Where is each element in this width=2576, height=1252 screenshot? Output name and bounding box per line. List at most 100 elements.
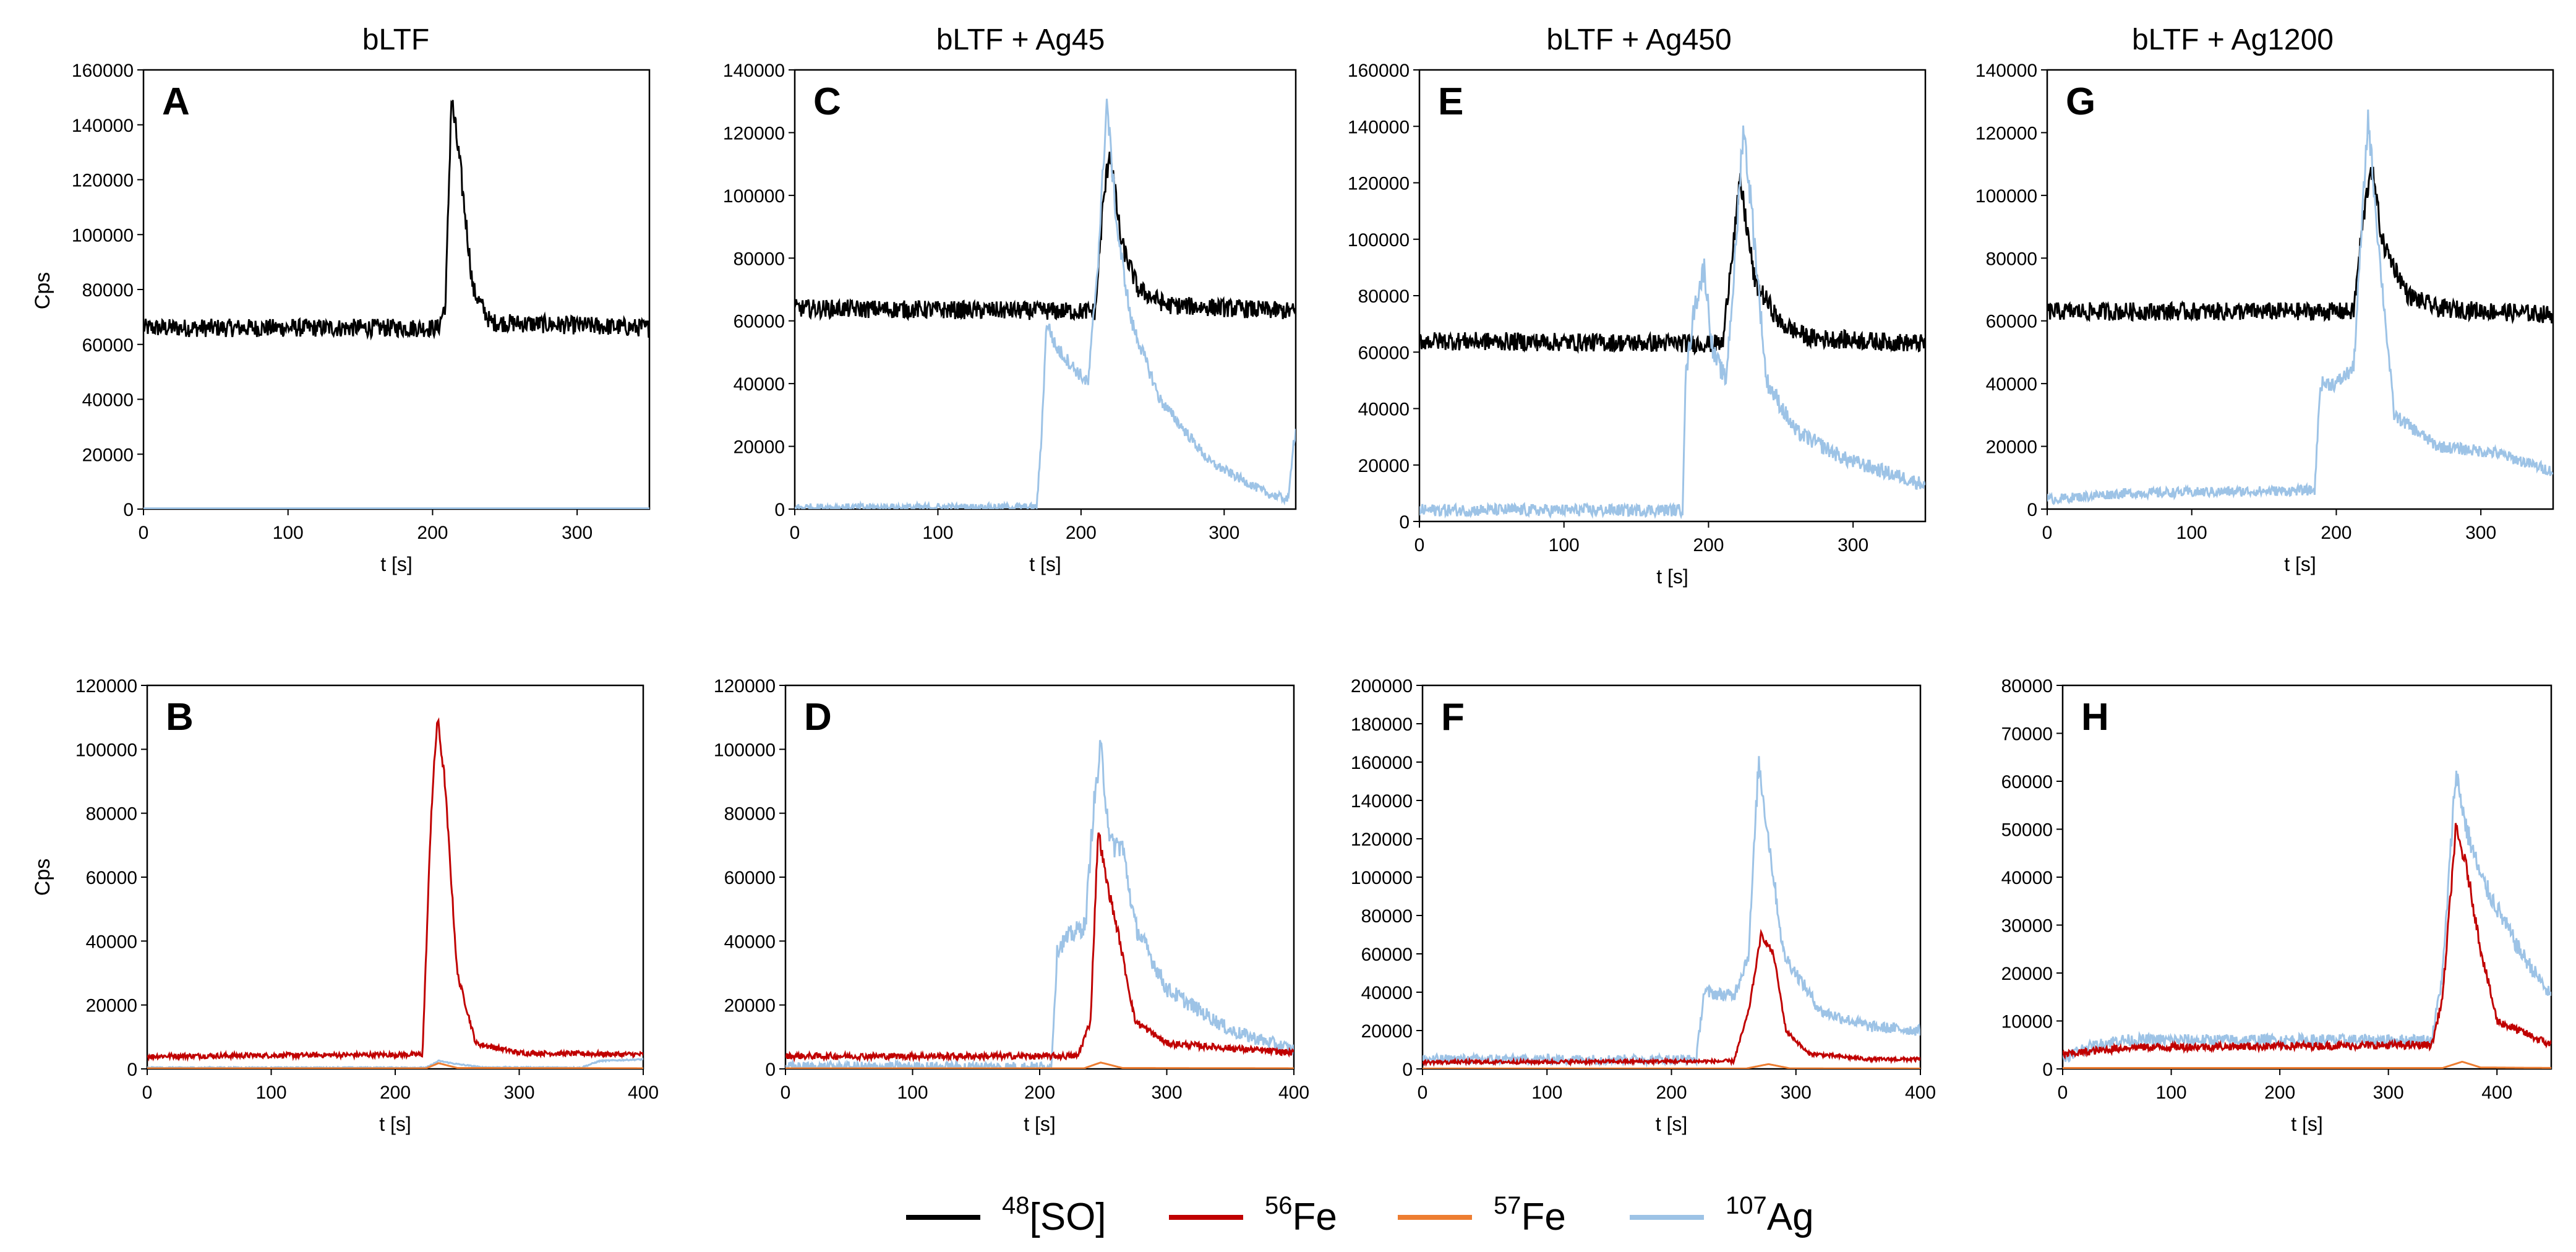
panel-f: 0 20000 40000 60000 80000 100000 120000 140000 1…	[1351, 676, 1936, 1135]
panel-h-ytick-label: 80000	[2001, 676, 2053, 697]
panel-g-xtick-label: 200	[2321, 523, 2351, 543]
panel-b-ytick-label: 40000	[86, 932, 137, 952]
panel-c-frame	[794, 69, 1297, 510]
panel-g-xtick-label: 100	[2176, 523, 2207, 543]
panel-b-letter: B	[166, 696, 194, 739]
panel-b-ytick-label: 20000	[86, 996, 137, 1016]
legend-label-fe57: 57Fe	[1494, 1192, 1566, 1238]
panel-a-ytick-label: 60000	[82, 335, 134, 356]
legend-text-ag107: Ag	[1767, 1196, 1814, 1238]
panel-c-ytick-label: 60000	[734, 312, 785, 332]
panel-h-series-56fe	[2063, 823, 2551, 1060]
panel-a-ytick-label: 100000	[72, 225, 134, 246]
panel-a-ytick-label: 160000	[72, 61, 134, 81]
panel-h-xtick-label: 0	[2058, 1083, 2068, 1103]
panel-c: 0 20000 40000 60000 80000 100000 120000 140000 0…	[723, 61, 1297, 575]
panel-e-series-107ag	[1419, 125, 1925, 520]
panel-c-xtick-label: 100	[922, 523, 953, 543]
panel-e-xtick-label: 100	[1549, 535, 1580, 555]
panel-b: 0 20000 40000 60000 80000 100000 120000 0 100 200…	[75, 676, 659, 1135]
panel-f-ytick-label: 0	[1402, 1060, 1413, 1080]
panel-g-ytick-label: 100000	[1975, 186, 2037, 207]
panel-b-series-57fe	[147, 1062, 643, 1069]
panel-e-frame	[1418, 69, 1927, 523]
panel-b-xtick-label: 300	[503, 1083, 534, 1103]
panel-h-frame	[2061, 684, 2552, 1070]
legend-label-ag107: 107Ag	[1726, 1192, 1814, 1238]
panel-e-ytick-label: 100000	[1348, 230, 1410, 251]
panel-f-xtick-label: 300	[1781, 1083, 1812, 1103]
panel-f-ytick-label: 100000	[1351, 868, 1413, 888]
panel-h: 0 10000 20000 30000 40000 50000 60000 70000 8000…	[2001, 676, 2552, 1135]
panel-c-ytick-label: 80000	[734, 249, 785, 269]
panel-e-xtick-label: 200	[1693, 535, 1724, 555]
legend-sup-so: 48	[1002, 1192, 1030, 1219]
panel-f-xtick-label: 100	[1531, 1083, 1562, 1103]
panel-c-ytick-label: 20000	[734, 437, 785, 458]
panel-h-xlabel: t [s]	[2291, 1113, 2323, 1135]
panel-d-series-56fe	[785, 832, 1294, 1063]
panel-a-ytick-label: 80000	[82, 280, 134, 301]
panel-e-ytick-label: 140000	[1348, 117, 1410, 137]
panel-e-xlabel: t [s]	[1656, 565, 1688, 588]
panel-g-letter: G	[2066, 80, 2095, 123]
panel-c-series-107ag	[795, 98, 1296, 509]
panel-d-ytick-label: 120000	[714, 676, 776, 697]
panel-b-frame	[146, 684, 644, 1070]
panel-f-ytick-label: 160000	[1351, 753, 1413, 773]
panel-b-ytick-label: 0	[127, 1060, 137, 1080]
panel-h-ytick-label: 40000	[2001, 868, 2053, 888]
panel-d-xtick-label: 400	[1278, 1083, 1309, 1103]
panel-a-frame	[142, 69, 651, 510]
legend: 48[SO] 56Fe 57Fe 107Ag	[906, 1192, 1814, 1238]
panel-f-ytick-label: 180000	[1351, 714, 1413, 735]
panel-b-series-56fe	[147, 717, 643, 1062]
legend-text-fe56: Fe	[1293, 1196, 1337, 1238]
panel-e-ytick-label: 40000	[1358, 400, 1410, 420]
panel-a-xtick-label: 0	[139, 523, 149, 543]
panel-d: 0 20000 40000 60000 80000 100000 120000 0 100 200…	[714, 676, 1309, 1135]
panel-a-xtick-label: 300	[562, 523, 593, 543]
panel-g-ytick-label: 140000	[1975, 61, 2037, 81]
panel-c-xtick-label: 200	[1066, 523, 1097, 543]
panel-f-letter: F	[1441, 696, 1465, 739]
panel-a-series-48so	[143, 100, 649, 341]
panel-c-ytick-label: 40000	[734, 374, 785, 395]
panel-g-xtick-label: 0	[2042, 523, 2053, 543]
panel-b-xtick-label: 100	[255, 1083, 286, 1103]
panel-b-ytick-label: 120000	[75, 676, 137, 697]
column-title-ag450: bLTF + Ag450	[1546, 24, 1731, 56]
panel-c-xlabel: t [s]	[1029, 553, 1061, 575]
panel-h-xtick-label: 200	[2264, 1083, 2295, 1103]
panel-f-xtick-label: 0	[1418, 1083, 1428, 1103]
panel-d-xtick-label: 0	[781, 1083, 791, 1103]
panel-d-xtick-label: 200	[1024, 1083, 1055, 1103]
panel-c-xtick-label: 300	[1209, 523, 1239, 543]
panel-c-xtick-label: 0	[790, 523, 800, 543]
panel-c-ytick-label: 120000	[723, 123, 785, 144]
panel-g-frame	[2046, 69, 2554, 510]
panel-a: 0 20000 40000 60000 80000 100000 120000 140000 1…	[72, 61, 651, 575]
panel-a-xtick-label: 100	[273, 523, 304, 543]
panel-h-ytick-label: 70000	[2001, 724, 2053, 745]
panel-h-letter: H	[2081, 696, 2109, 739]
panel-e: 0 20000 40000 60000 80000 100000 120000 140000 1…	[1348, 61, 1927, 588]
panel-g-ytick-label: 80000	[1986, 249, 2037, 269]
panel-h-ytick-label: 0	[2042, 1060, 2053, 1080]
panel-h-series-57fe	[2063, 1060, 2551, 1069]
panel-e-ytick-label: 20000	[1358, 456, 1410, 476]
panel-g: 0 20000 40000 60000 80000 100000 120000 140000 0…	[1975, 61, 2554, 575]
panel-e-xtick-label: 0	[1414, 535, 1425, 555]
panel-d-ytick-label: 60000	[724, 868, 776, 888]
column-title-blTF: bLTF	[362, 24, 429, 56]
panel-b-xtick-label: 200	[380, 1083, 411, 1103]
panel-f-series-57fe	[1423, 1063, 1920, 1069]
panel-e-ytick-label: 120000	[1348, 174, 1410, 194]
column-title-ag1200: bLTF + Ag1200	[2132, 24, 2334, 56]
legend-text-so: [SO]	[1030, 1196, 1106, 1238]
panel-f-ytick-label: 80000	[1361, 906, 1413, 927]
panel-g-ytick-label: 20000	[1986, 437, 2037, 458]
panel-c-ytick-label: 0	[774, 500, 785, 520]
panel-g-series-48so	[2047, 166, 2553, 325]
panel-e-ytick-label: 160000	[1348, 61, 1410, 81]
